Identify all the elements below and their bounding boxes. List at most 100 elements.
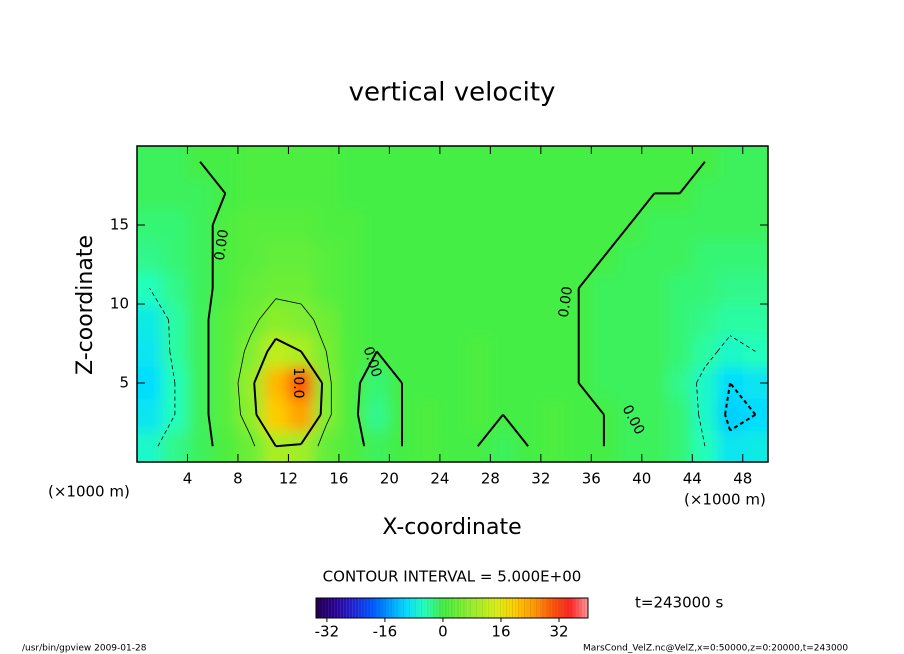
colorbar-stripe bbox=[503, 598, 507, 618]
field-cell bbox=[212, 272, 239, 305]
field-cell bbox=[692, 240, 719, 273]
y-tick-label: 15 bbox=[110, 216, 129, 234]
colorbar-stripe bbox=[448, 598, 452, 618]
field-cell bbox=[313, 398, 340, 431]
field-cell bbox=[187, 272, 214, 305]
field-cell bbox=[237, 209, 264, 242]
field-cell bbox=[439, 177, 466, 210]
colorbar-stripe bbox=[343, 597, 347, 619]
field-cell bbox=[616, 398, 643, 431]
field-cell bbox=[667, 430, 693, 462]
colorbar-stripe bbox=[346, 598, 350, 618]
field-cell bbox=[137, 240, 163, 273]
contour-label: 10.0 bbox=[290, 367, 306, 398]
field-cell bbox=[288, 272, 315, 305]
field-cell bbox=[338, 177, 365, 210]
colorbar-stripe bbox=[424, 598, 428, 618]
field-cell bbox=[439, 430, 466, 462]
field-cell bbox=[137, 146, 163, 179]
field-cell bbox=[338, 430, 365, 462]
field-cell bbox=[616, 430, 643, 462]
field-cell bbox=[414, 367, 441, 400]
colorbar-tick-label: -16 bbox=[373, 623, 398, 641]
field-cell bbox=[364, 177, 390, 210]
field-cell bbox=[490, 335, 517, 368]
field-cell bbox=[288, 177, 315, 210]
field-cell bbox=[414, 146, 441, 179]
y-axis-label: Z-coordinate bbox=[73, 235, 98, 375]
colorbar-stripe bbox=[364, 598, 368, 618]
colorbar-stripe bbox=[388, 598, 392, 618]
colorbar-stripe bbox=[527, 598, 531, 618]
colorbar-stripe bbox=[352, 598, 356, 618]
colorbar-stripe bbox=[349, 597, 353, 619]
field-cell bbox=[566, 398, 592, 431]
field-cell bbox=[338, 335, 365, 368]
colorbar-stripe bbox=[581, 598, 585, 618]
colorbar-stripe bbox=[494, 597, 498, 619]
field-cell bbox=[212, 240, 239, 273]
field-cell bbox=[667, 272, 693, 305]
field-cell bbox=[465, 177, 491, 210]
colorbar-tick-label: 0 bbox=[438, 623, 448, 641]
field-cell bbox=[137, 177, 163, 210]
field-cell bbox=[591, 146, 618, 179]
field-cell bbox=[515, 146, 542, 179]
field-cell bbox=[364, 272, 390, 305]
colorbar-stripe bbox=[403, 597, 407, 619]
field-cell bbox=[439, 146, 466, 179]
field-cell bbox=[490, 367, 517, 400]
chart-title: vertical velocity bbox=[349, 78, 556, 108]
colorbar-stripe bbox=[551, 598, 555, 618]
field-cell bbox=[641, 367, 668, 400]
colorbar-stripe bbox=[530, 597, 534, 619]
field-cell bbox=[389, 146, 416, 179]
field-cell bbox=[137, 304, 163, 337]
colorbar-stripe bbox=[397, 597, 401, 619]
y-unit: (×1000 m) bbox=[48, 483, 130, 501]
colorbar-stripe bbox=[473, 598, 477, 618]
colorbar-stripe bbox=[324, 597, 329, 619]
colorbar-stripe bbox=[430, 598, 434, 618]
contour-line bbox=[149, 287, 756, 447]
field-cell bbox=[338, 146, 365, 179]
field-cell bbox=[162, 430, 188, 462]
field-cell bbox=[414, 398, 441, 431]
x-unit: (×1000 m) bbox=[684, 491, 766, 509]
field-cell bbox=[717, 272, 744, 305]
footer-right: MarsCond_VelZ.nc@VelZ,x=0:50000,z=0:2000… bbox=[583, 644, 848, 654]
field-cell bbox=[742, 240, 768, 273]
x-axis-label: X-coordinate bbox=[382, 515, 521, 540]
colorbar-stripe bbox=[554, 597, 558, 619]
field-cell bbox=[439, 240, 466, 273]
field-cell bbox=[667, 304, 693, 337]
colorbar-stripe bbox=[479, 598, 483, 618]
field-cell bbox=[515, 367, 542, 400]
field-cell bbox=[641, 272, 668, 305]
field-cell bbox=[742, 177, 768, 210]
field-cell bbox=[364, 240, 390, 273]
field-cell bbox=[187, 177, 214, 210]
colorbar-stripe bbox=[575, 598, 579, 618]
field-cell bbox=[616, 367, 643, 400]
colorbar-stripe bbox=[461, 598, 465, 618]
field-cell bbox=[288, 430, 315, 462]
field-cell bbox=[692, 335, 719, 368]
contour-interval: CONTOUR INTERVAL = 5.000E+00 bbox=[323, 568, 582, 586]
field-cell bbox=[717, 177, 744, 210]
field-cell bbox=[667, 146, 693, 179]
colorbar-stripe bbox=[370, 598, 374, 618]
field-cell bbox=[162, 209, 188, 242]
field-cell bbox=[263, 398, 289, 431]
colorbar-stripe bbox=[491, 598, 495, 618]
field-cell bbox=[389, 177, 416, 210]
field-cell bbox=[288, 209, 315, 242]
field-cell bbox=[667, 335, 693, 368]
field-cell bbox=[237, 304, 264, 337]
field-cell bbox=[616, 272, 643, 305]
colorbar-stripe bbox=[572, 597, 577, 619]
field-cell bbox=[338, 272, 365, 305]
field-cell bbox=[263, 177, 289, 210]
colorbar-stripe bbox=[457, 597, 462, 619]
field-cell bbox=[641, 430, 668, 462]
